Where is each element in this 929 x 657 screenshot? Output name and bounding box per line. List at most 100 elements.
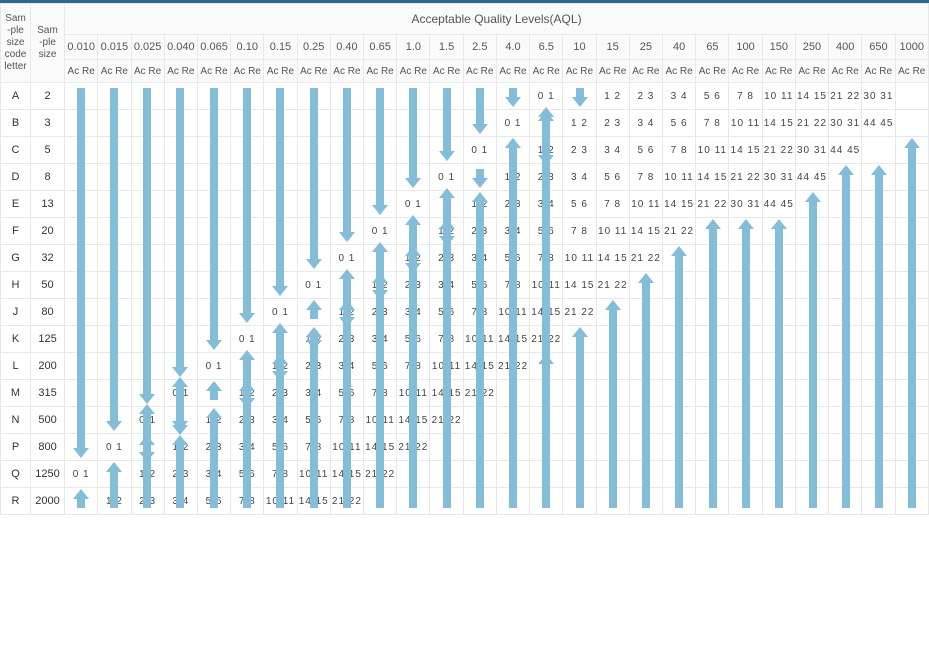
cell-value: 1 2 — [338, 307, 355, 318]
row-letter: P — [1, 434, 31, 461]
acre-header: Ac Re — [696, 60, 729, 83]
cell-value: 10 11 — [698, 145, 727, 156]
cell-value: 3 4 — [405, 307, 422, 318]
row-letter: L — [1, 353, 31, 380]
cell: 2 3 — [563, 137, 596, 164]
cell — [895, 353, 928, 380]
cell-value: 7 8 — [372, 388, 389, 399]
cell — [164, 245, 197, 272]
cell — [131, 245, 164, 272]
cell-value: 10 11 — [299, 469, 328, 480]
cell — [197, 326, 230, 353]
cell — [563, 353, 596, 380]
cell — [364, 191, 397, 218]
cell-value: 14 15 — [664, 199, 694, 210]
cell — [463, 434, 496, 461]
cell — [264, 245, 297, 272]
cell-value: 0 1 — [206, 361, 223, 372]
cell: 21 22 — [496, 353, 529, 380]
cell: 21 22 — [430, 407, 463, 434]
cell — [795, 191, 828, 218]
cell: 1 2 — [596, 83, 629, 110]
cell-value: 14 15 — [697, 172, 727, 183]
row-letter: J — [1, 299, 31, 326]
cell — [663, 272, 696, 299]
cell-value: 2 3 — [239, 415, 256, 426]
cell-value: 2 3 — [505, 199, 522, 210]
cell — [862, 191, 895, 218]
cell: 7 8 — [596, 191, 629, 218]
cell — [164, 218, 197, 245]
cell: 3 4 — [297, 380, 330, 407]
cell — [563, 488, 596, 515]
cell: 2 3 — [131, 488, 164, 515]
cell: 7 8 — [463, 299, 496, 326]
cell — [563, 83, 596, 110]
cell: 2 3 — [364, 299, 397, 326]
cell: 1 2 — [98, 488, 131, 515]
cell-value: 30 31 — [830, 118, 860, 129]
cell: 14 15 — [397, 407, 430, 434]
aql-value-header: 0.015 — [98, 35, 131, 60]
cell — [496, 488, 529, 515]
cell: 5 6 — [264, 434, 297, 461]
cell-value: 3 4 — [538, 199, 555, 210]
cell — [563, 326, 596, 353]
cell: 21 22 — [530, 326, 563, 353]
cell — [98, 245, 131, 272]
acre-header: Ac Re — [496, 60, 529, 83]
cell — [762, 434, 795, 461]
aql-value-header: 0.10 — [231, 35, 264, 60]
acre-header: Ac Re — [364, 60, 397, 83]
cell — [762, 407, 795, 434]
cell: 2 3 — [330, 326, 363, 353]
cell-value: 3 4 — [239, 442, 256, 453]
cell — [131, 434, 164, 461]
cell-value: 44 45 — [797, 172, 827, 183]
cell-value: 0 1 — [172, 388, 189, 399]
row-letter: K — [1, 326, 31, 353]
cell — [729, 326, 762, 353]
cell — [895, 461, 928, 488]
acre-header: Ac Re — [862, 60, 895, 83]
cell — [696, 434, 729, 461]
cell — [762, 245, 795, 272]
cell — [197, 380, 230, 407]
cell: 1 2 — [496, 164, 529, 191]
cell-value: 5 6 — [206, 496, 223, 507]
aql-value-header: 150 — [762, 35, 795, 60]
cell: 21 22 — [330, 488, 363, 515]
cell: 2 3 — [264, 380, 297, 407]
aql-value-header: 0.065 — [197, 35, 230, 60]
cell: 1 2 — [164, 434, 197, 461]
cell-value: 30 31 — [764, 172, 794, 183]
cell — [596, 380, 629, 407]
cell — [65, 380, 98, 407]
cell — [862, 245, 895, 272]
cell: 5 6 — [596, 164, 629, 191]
cell-value: 2 3 — [438, 253, 455, 264]
cell — [762, 218, 795, 245]
cell-value: 5 6 — [471, 280, 488, 291]
aql-value-header: 25 — [629, 35, 662, 60]
acre-header: Ac Re — [430, 60, 463, 83]
cell — [795, 218, 828, 245]
aql-value-header: 0.25 — [297, 35, 330, 60]
cell — [264, 191, 297, 218]
cell: 1 2 — [530, 137, 563, 164]
aql-table-wrap: Sam-plesizecodeletterSam-plesizeAcceptab… — [0, 0, 929, 515]
aql-value-header: 0.15 — [264, 35, 297, 60]
cell-value: 14 15 — [465, 361, 495, 372]
row-size: 32 — [31, 245, 65, 272]
cell — [696, 245, 729, 272]
cell — [762, 488, 795, 515]
cell-value: 10 11 — [465, 334, 494, 345]
cell-value: 44 45 — [863, 118, 893, 129]
acre-header: Ac Re — [829, 60, 862, 83]
cell-value: 3 4 — [671, 91, 688, 102]
cell — [862, 488, 895, 515]
cell-value: 14 15 — [797, 91, 827, 102]
cell: 7 8 — [231, 488, 264, 515]
cell — [430, 191, 463, 218]
cell — [829, 461, 862, 488]
